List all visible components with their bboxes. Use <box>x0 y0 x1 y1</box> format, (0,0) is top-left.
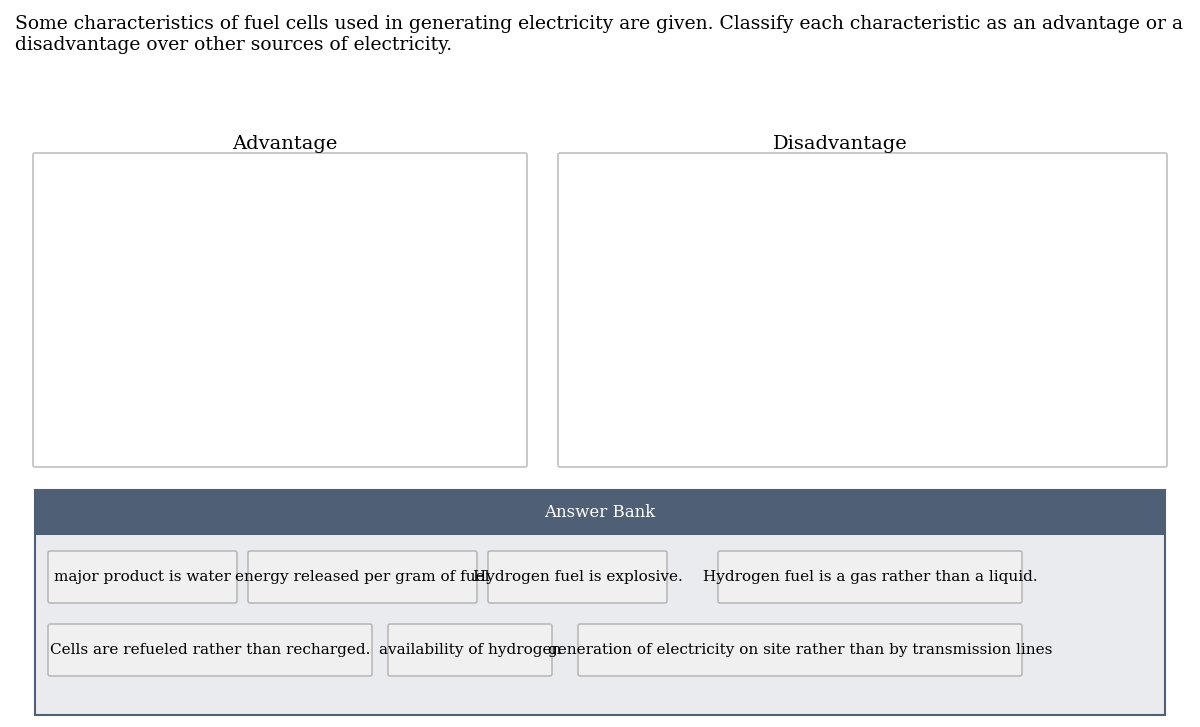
Text: Hydrogen fuel is a gas rather than a liquid.: Hydrogen fuel is a gas rather than a liq… <box>703 570 1037 584</box>
FancyBboxPatch shape <box>488 551 667 603</box>
Text: Some characteristics of fuel cells used in generating electricity are given. Cla: Some characteristics of fuel cells used … <box>14 15 1183 54</box>
Text: Hydrogen fuel is explosive.: Hydrogen fuel is explosive. <box>473 570 683 584</box>
Text: generation of electricity on site rather than by transmission lines: generation of electricity on site rather… <box>548 643 1052 657</box>
Text: Cells are refueled rather than recharged.: Cells are refueled rather than recharged… <box>50 643 370 657</box>
Text: Answer Bank: Answer Bank <box>545 504 655 521</box>
FancyBboxPatch shape <box>558 153 1166 467</box>
Text: Disadvantage: Disadvantage <box>773 135 907 153</box>
FancyBboxPatch shape <box>34 153 527 467</box>
FancyBboxPatch shape <box>48 551 238 603</box>
Text: Advantage: Advantage <box>233 135 337 153</box>
FancyBboxPatch shape <box>388 624 552 676</box>
FancyBboxPatch shape <box>578 624 1022 676</box>
Bar <box>35 490 1165 715</box>
FancyBboxPatch shape <box>48 624 372 676</box>
FancyBboxPatch shape <box>718 551 1022 603</box>
Text: availability of hydrogen: availability of hydrogen <box>379 643 562 657</box>
Bar <box>35 490 1165 535</box>
Text: energy released per gram of fuel: energy released per gram of fuel <box>235 570 490 584</box>
FancyBboxPatch shape <box>248 551 478 603</box>
Text: major product is water: major product is water <box>54 570 230 584</box>
